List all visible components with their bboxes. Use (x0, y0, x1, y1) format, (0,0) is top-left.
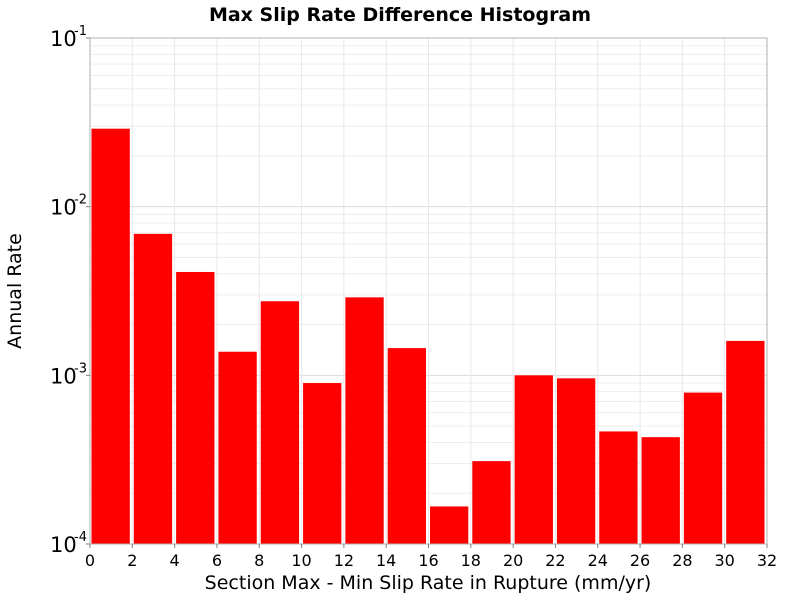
y-tick-label-base: 10 (50, 533, 77, 557)
x-tick-label: 24 (588, 551, 608, 570)
histogram-bar (345, 297, 384, 544)
x-tick-label: 30 (715, 551, 735, 570)
x-axis-ticks: 0 2 4 6 8 10 12 14 16 18 20 22 24 26 28 30 32 (85, 544, 777, 570)
histogram-bar (472, 461, 511, 544)
x-tick-label: 14 (376, 551, 396, 570)
histogram-bar (641, 437, 680, 544)
x-axis-label: Section Max - Min Slip Rate in Rupture (… (205, 572, 652, 594)
histogram-bar (556, 378, 596, 544)
x-tick-label: 8 (254, 551, 264, 570)
y-tick-label-exponent: -1 (74, 24, 87, 39)
histogram-bar (726, 340, 765, 544)
histogram-bar (218, 351, 257, 544)
y-tick-label-base: 10 (50, 364, 77, 388)
x-tick-label: 28 (672, 551, 692, 570)
x-tick-label: 18 (461, 551, 481, 570)
histogram-bar (176, 271, 215, 544)
histogram-bar (514, 375, 553, 544)
x-tick-label: 32 (757, 551, 777, 570)
y-tick-label-exponent: -3 (74, 361, 87, 376)
histogram-bar (387, 348, 426, 544)
histogram-bar (133, 233, 173, 544)
histogram-bar (430, 506, 469, 544)
x-tick-label: 6 (212, 551, 222, 570)
x-tick-label: 2 (127, 551, 137, 570)
y-tick-label-base: 10 (50, 27, 77, 51)
histogram-bar (303, 383, 342, 544)
x-tick-label: 16 (418, 551, 438, 570)
chart-title: Max Slip Rate Difference Histogram (209, 4, 591, 26)
y-tick-label-exponent: -2 (74, 193, 87, 208)
histogram-bar (599, 431, 638, 544)
y-axis-ticks: 10-110-210-310-4 (50, 24, 90, 557)
x-tick-label: 20 (503, 551, 523, 570)
histogram-bar (683, 392, 723, 544)
x-tick-label: 26 (630, 551, 650, 570)
y-tick-label-exponent: -4 (74, 530, 87, 545)
y-tick-label-base: 10 (50, 196, 77, 220)
x-tick-label: 0 (85, 551, 95, 570)
x-tick-label: 22 (545, 551, 565, 570)
histogram-bar (91, 128, 130, 544)
histogram-bar (260, 301, 300, 544)
x-tick-label: 12 (334, 551, 354, 570)
bars (91, 128, 765, 544)
x-tick-label: 4 (170, 551, 180, 570)
y-axis-label: Annual Rate (4, 233, 26, 349)
x-tick-label: 10 (291, 551, 311, 570)
